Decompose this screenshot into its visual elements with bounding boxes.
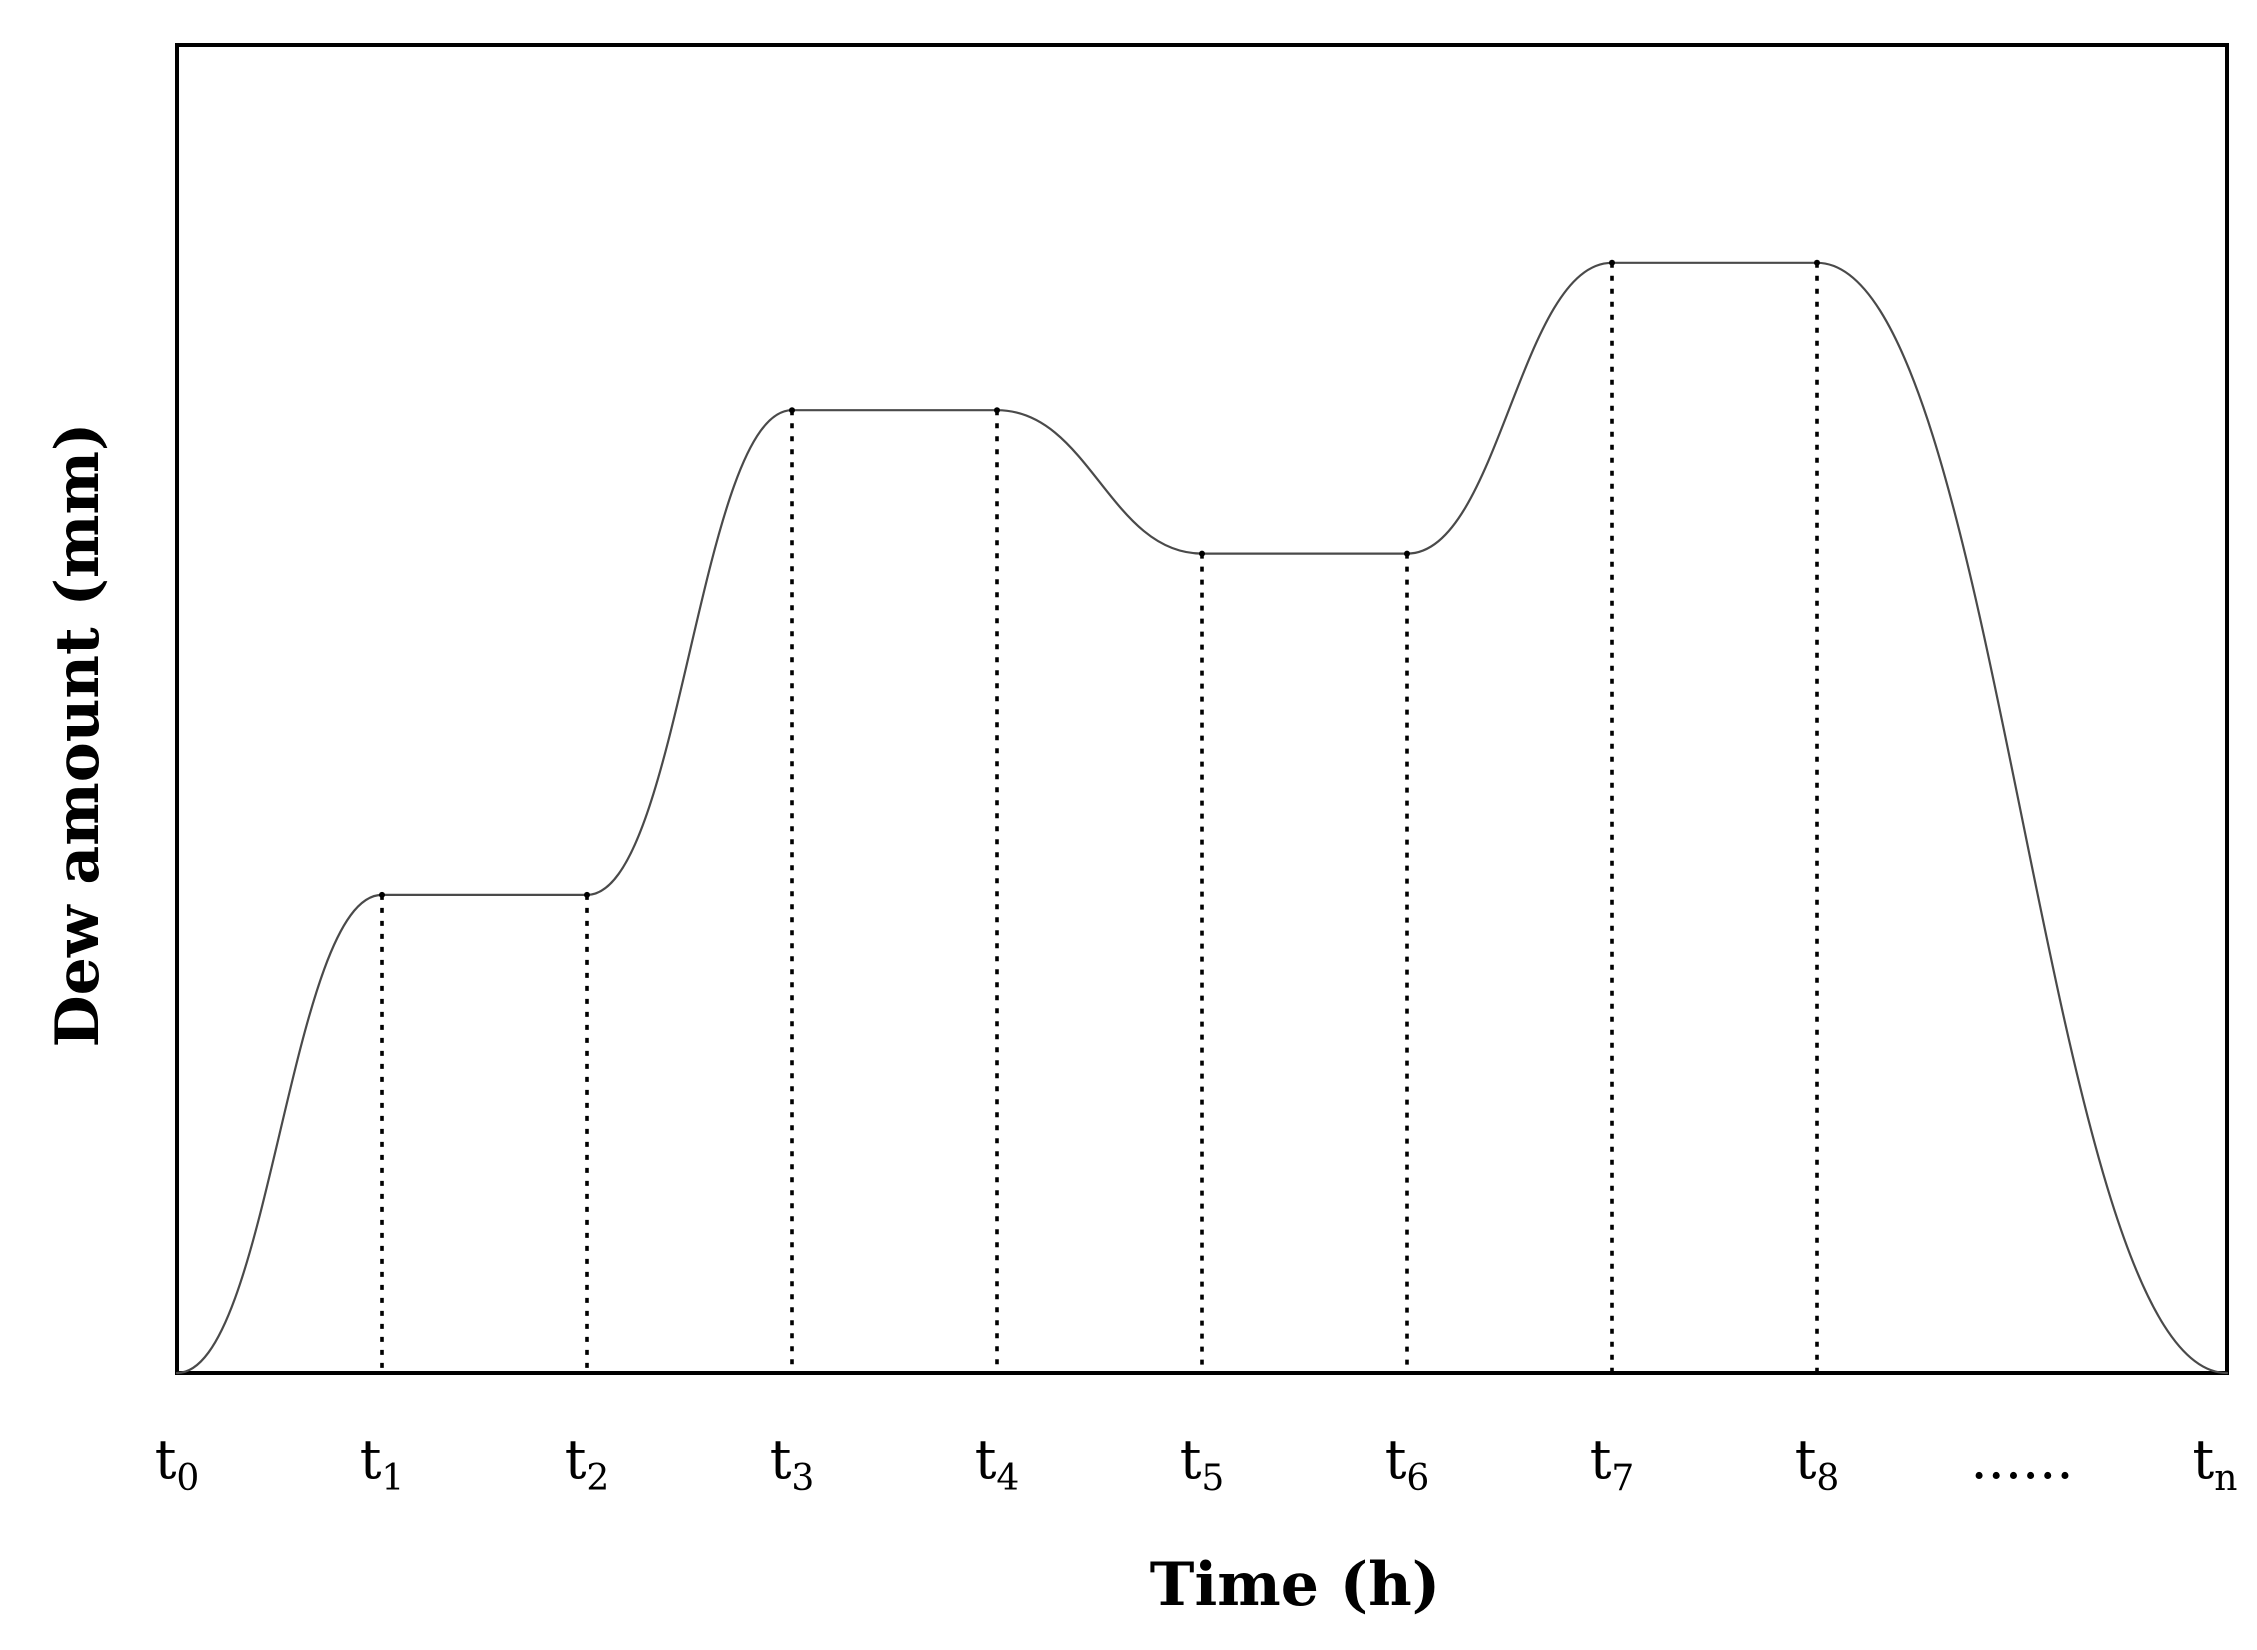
curve-point <box>994 407 1000 414</box>
x-tick-label: t3 <box>770 1428 815 1499</box>
x-axis-label: Time (h) <box>1150 1550 1440 1620</box>
y-axis-label: Dew amount (mm) <box>43 423 113 1048</box>
curve-point <box>1199 550 1205 557</box>
x-tick-label: t4 <box>975 1428 1020 1499</box>
x-tick-label: t7 <box>1590 1428 1635 1499</box>
x-tick-label: t1 <box>360 1428 405 1499</box>
dew-amount-line <box>175 261 2229 1375</box>
curve-point <box>1404 550 1410 557</box>
x-tick-label: t0 <box>155 1428 200 1499</box>
curve-point <box>1814 259 1820 266</box>
curve-point <box>379 891 385 898</box>
plot-frame <box>175 43 2229 1375</box>
curve-knots <box>379 259 1820 898</box>
x-tick-label: ...... <box>1971 1428 2074 1491</box>
curve-point <box>1609 259 1615 266</box>
x-tick-label: tn <box>2193 1428 2238 1499</box>
dotted-drop-lines <box>380 262 1819 1373</box>
x-tick-label: t2 <box>565 1428 610 1499</box>
x-tick-label: t5 <box>1180 1428 1225 1499</box>
x-tick-labels: t0 t1 t2 t3 t4 t5 t6 t7 t8...... tn <box>155 1428 2238 1499</box>
curve-point <box>789 407 795 414</box>
x-tick-label: t6 <box>1385 1428 1430 1499</box>
x-tick-label: t8 <box>1795 1428 1840 1499</box>
curve-point <box>584 891 590 898</box>
